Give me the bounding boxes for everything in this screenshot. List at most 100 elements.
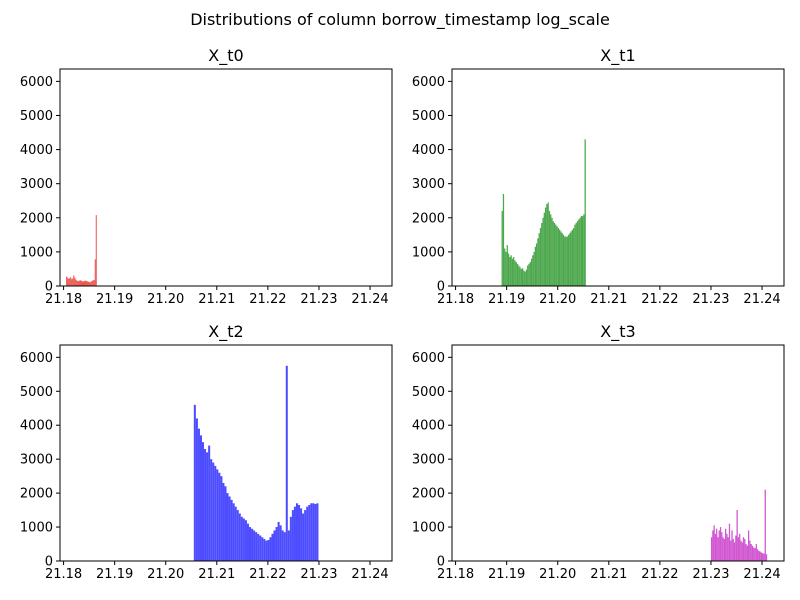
histogram-bar bbox=[745, 544, 747, 561]
histogram-bar bbox=[543, 212, 545, 286]
histogram-bar bbox=[725, 528, 727, 561]
histogram-bar bbox=[222, 482, 225, 561]
histogram-bar bbox=[275, 527, 278, 561]
x-tick-label: 21.23 bbox=[692, 567, 729, 582]
histogram-bar bbox=[76, 280, 78, 286]
histogram-bar bbox=[528, 263, 530, 286]
y-tick-label: 0 bbox=[45, 555, 53, 570]
histogram-bar bbox=[90, 281, 92, 286]
histogram-bar bbox=[89, 282, 91, 286]
histogram-bar bbox=[218, 472, 221, 561]
histogram-bar bbox=[530, 258, 533, 286]
histogram-bar bbox=[306, 506, 309, 561]
histogram-bar bbox=[714, 533, 717, 561]
subplot-title: X_t2 bbox=[208, 322, 243, 342]
histogram-bar bbox=[569, 233, 571, 286]
histogram-bar bbox=[240, 516, 243, 561]
histogram-bar bbox=[295, 503, 299, 561]
histogram-bar bbox=[583, 214, 585, 286]
histogram-bar bbox=[95, 215, 97, 286]
histogram-bar bbox=[224, 486, 227, 561]
histogram-bar bbox=[515, 262, 517, 286]
x-tick-label: 21.18 bbox=[45, 567, 82, 582]
histogram-bar bbox=[248, 527, 252, 561]
x-tick-label: 21.22 bbox=[641, 292, 678, 307]
histogram-bar bbox=[523, 270, 525, 286]
histogram-bar bbox=[520, 268, 522, 286]
histogram-bar bbox=[244, 520, 247, 561]
histogram-bar bbox=[534, 246, 537, 286]
histogram-bar bbox=[562, 234, 565, 286]
histogram-bar bbox=[584, 139, 586, 286]
x-tick-label: 21.23 bbox=[300, 567, 337, 582]
histogram-bar bbox=[257, 533, 260, 561]
histogram-bar bbox=[529, 262, 531, 286]
histogram-bar bbox=[261, 537, 264, 561]
histogram-bar bbox=[316, 503, 319, 561]
histogram-bar bbox=[721, 532, 723, 561]
y-tick-label: 6000 bbox=[20, 75, 53, 90]
x-tick-label: 21.20 bbox=[147, 567, 184, 582]
histogram-bar bbox=[573, 228, 575, 286]
histogram-bar bbox=[234, 506, 237, 561]
histogram-bar bbox=[518, 265, 520, 286]
histogram-bar bbox=[578, 219, 580, 286]
histogram-bar bbox=[751, 545, 754, 561]
histogram-bar bbox=[532, 255, 534, 286]
histogram-bar bbox=[510, 255, 512, 286]
histogram-bar bbox=[507, 253, 510, 286]
histogram-bar bbox=[86, 281, 88, 286]
histogram-bar bbox=[259, 535, 262, 561]
histogram-bar bbox=[747, 530, 750, 561]
histogram-bar bbox=[67, 277, 69, 286]
histogram-bar bbox=[72, 278, 74, 286]
histogram-bar bbox=[581, 216, 584, 286]
x-tick-label: 21.21 bbox=[590, 567, 627, 582]
histogram-bar bbox=[566, 236, 568, 286]
histogram-bar bbox=[273, 530, 276, 561]
histogram-bar bbox=[727, 537, 729, 561]
histogram-bar bbox=[210, 459, 213, 561]
histogram-bar bbox=[71, 279, 73, 286]
histogram-bar bbox=[533, 251, 535, 286]
histogram-bar bbox=[723, 538, 726, 561]
y-tick-label: 2000 bbox=[412, 211, 445, 226]
x-tick-label: 21.21 bbox=[590, 292, 627, 307]
histogram-bar bbox=[212, 462, 215, 561]
x-tick-label: 21.19 bbox=[488, 567, 525, 582]
histogram-bar bbox=[298, 504, 301, 561]
histogram-bar bbox=[580, 216, 582, 286]
histogram-bar bbox=[524, 271, 526, 286]
histogram-bar bbox=[551, 217, 553, 286]
histogram-bar bbox=[742, 537, 745, 561]
histogram-bar bbox=[555, 224, 557, 286]
histogram-bar bbox=[80, 280, 82, 286]
histogram-bar bbox=[733, 542, 736, 561]
subplot-1: X_t0 21.18 21.19 21.20 21.21 21.22 21.23 21.24 0… bbox=[20, 46, 393, 307]
histogram-bar bbox=[536, 243, 538, 286]
histogram-bar bbox=[88, 281, 90, 286]
x-tick-label: 21.22 bbox=[641, 567, 678, 582]
y-tick-label: 1000 bbox=[20, 521, 53, 536]
histogram-bar bbox=[735, 535, 737, 561]
histogram-bar bbox=[73, 275, 75, 286]
axes-frame bbox=[59, 344, 393, 562]
histogram-bar bbox=[571, 229, 574, 286]
histogram-bar bbox=[214, 465, 217, 561]
histogram-bar bbox=[544, 207, 547, 286]
x-tick-label: 21.24 bbox=[743, 567, 780, 582]
figure-title: Distributions of column borrow_timestamp… bbox=[190, 10, 610, 30]
histogram-bar bbox=[506, 245, 508, 286]
x-tick-label: 21.23 bbox=[300, 292, 337, 307]
histogram-bar bbox=[255, 532, 258, 561]
x-tick-label: 21.21 bbox=[198, 292, 235, 307]
x-tick-label: 21.24 bbox=[351, 292, 388, 307]
histogram-bar bbox=[314, 503, 317, 561]
histogram-bar bbox=[308, 504, 311, 561]
y-tick-label: 0 bbox=[45, 280, 53, 295]
histogram-bar bbox=[548, 210, 551, 286]
axes-frame bbox=[59, 68, 393, 287]
histogram-bar bbox=[722, 537, 724, 561]
histogram-bar bbox=[541, 222, 543, 286]
